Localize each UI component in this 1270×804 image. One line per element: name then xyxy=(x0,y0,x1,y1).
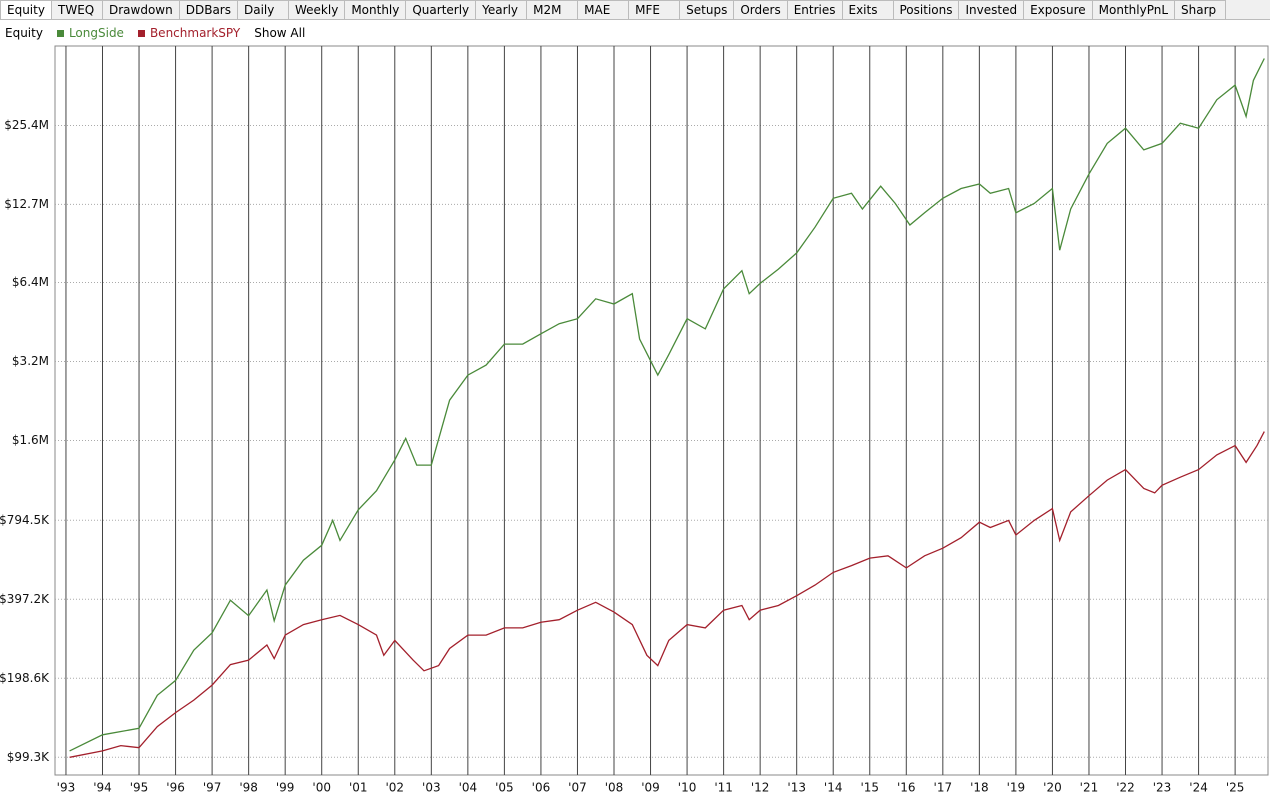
x-tick-label: '09 xyxy=(641,781,660,795)
x-tick-label: '15 xyxy=(860,781,879,795)
x-tick-label: '14 xyxy=(824,781,843,795)
x-tick-label: '25 xyxy=(1226,781,1245,795)
x-tick-label: '20 xyxy=(1043,781,1062,795)
tab[interactable]: Quarterly xyxy=(405,0,477,19)
y-tick-label: $794.5K xyxy=(0,513,50,527)
x-tick-label: '05 xyxy=(495,781,514,795)
x-tick-label: '19 xyxy=(1007,781,1026,795)
tab[interactable]: TWEQ xyxy=(51,0,103,19)
tab[interactable]: Exits xyxy=(841,0,894,19)
x-tick-label: '11 xyxy=(714,781,733,795)
x-tick-label: '93 xyxy=(57,781,76,795)
y-tick-label: $99.3K xyxy=(7,750,50,764)
equity-line xyxy=(69,431,1265,758)
tab[interactable]: MonthlyPnL xyxy=(1091,0,1176,19)
y-tick-label: $3.2M xyxy=(12,354,49,368)
tab[interactable]: Sharp xyxy=(1174,0,1227,19)
x-tick-label: '16 xyxy=(897,781,916,795)
tab[interactable]: Positions xyxy=(892,0,960,19)
y-tick-label: $397.2K xyxy=(0,592,50,606)
legend-item[interactable]: LongSide xyxy=(56,26,124,40)
x-tick-label: '07 xyxy=(568,781,587,795)
show-all[interactable]: Show All xyxy=(254,26,306,40)
legend-bar: Equity LongSide BenchmarkSPY Show All xyxy=(5,26,305,40)
x-tick-label: '12 xyxy=(751,781,770,795)
y-tick-label: $6.4M xyxy=(12,275,49,289)
x-tick-label: '18 xyxy=(970,781,989,795)
x-tick-label: '97 xyxy=(203,781,222,795)
y-tick-label: $25.4M xyxy=(4,118,49,132)
y-tick-label: $1.6M xyxy=(12,433,49,447)
x-tick-label: '08 xyxy=(605,781,624,795)
legend-text: BenchmarkSPY xyxy=(149,26,241,40)
tab[interactable]: MFE xyxy=(628,0,681,19)
plot-frame xyxy=(54,45,1269,776)
x-tick-label: '98 xyxy=(239,781,258,795)
tab[interactable]: Exposure xyxy=(1023,0,1093,19)
x-tick-label: '99 xyxy=(276,781,295,795)
x-tick-label: '01 xyxy=(349,781,368,795)
legend-swatch xyxy=(56,30,64,37)
tab[interactable]: Equity xyxy=(0,0,52,19)
y-tick-label: $12.7M xyxy=(4,197,49,211)
tab[interactable]: Invested xyxy=(958,0,1025,19)
tab-bar: Equity TWEQ Drawdown DDBars Daily Weekly Month… xyxy=(0,0,1270,20)
x-tick-label: '06 xyxy=(532,781,551,795)
equity-line xyxy=(69,58,1265,752)
x-tick-label: '13 xyxy=(787,781,806,795)
legend: LongSide BenchmarkSPY xyxy=(56,26,241,40)
x-tick-label: '22 xyxy=(1116,781,1135,795)
x-tick-label: '96 xyxy=(166,781,185,795)
legend-swatch xyxy=(137,30,145,37)
x-tick-label: '23 xyxy=(1153,781,1172,795)
x-tick-label: '94 xyxy=(93,781,112,795)
tab[interactable]: DDBars xyxy=(178,0,238,19)
tab[interactable]: Entries xyxy=(786,0,843,19)
x-tick-label: '04 xyxy=(459,781,478,795)
tab[interactable]: Daily xyxy=(237,0,289,19)
x-tick-label: '21 xyxy=(1080,781,1099,795)
chart-label: Equity xyxy=(5,26,43,40)
tab[interactable]: M2M xyxy=(526,0,579,19)
x-tick-label: '95 xyxy=(130,781,149,795)
x-tick-label: '00 xyxy=(312,781,331,795)
y-tick-label: $198.6K xyxy=(0,671,50,685)
tab[interactable]: Weekly xyxy=(288,0,346,19)
legend-item[interactable]: BenchmarkSPY xyxy=(137,26,241,40)
x-tick-label: '03 xyxy=(422,781,441,795)
legend-text: LongSide xyxy=(68,26,124,40)
x-tick-label: '10 xyxy=(678,781,697,795)
tab[interactable]: Drawdown xyxy=(102,0,180,19)
x-tick-label: '02 xyxy=(385,781,404,795)
x-tick-label: '24 xyxy=(1189,781,1208,795)
x-tick-label: '17 xyxy=(934,781,953,795)
